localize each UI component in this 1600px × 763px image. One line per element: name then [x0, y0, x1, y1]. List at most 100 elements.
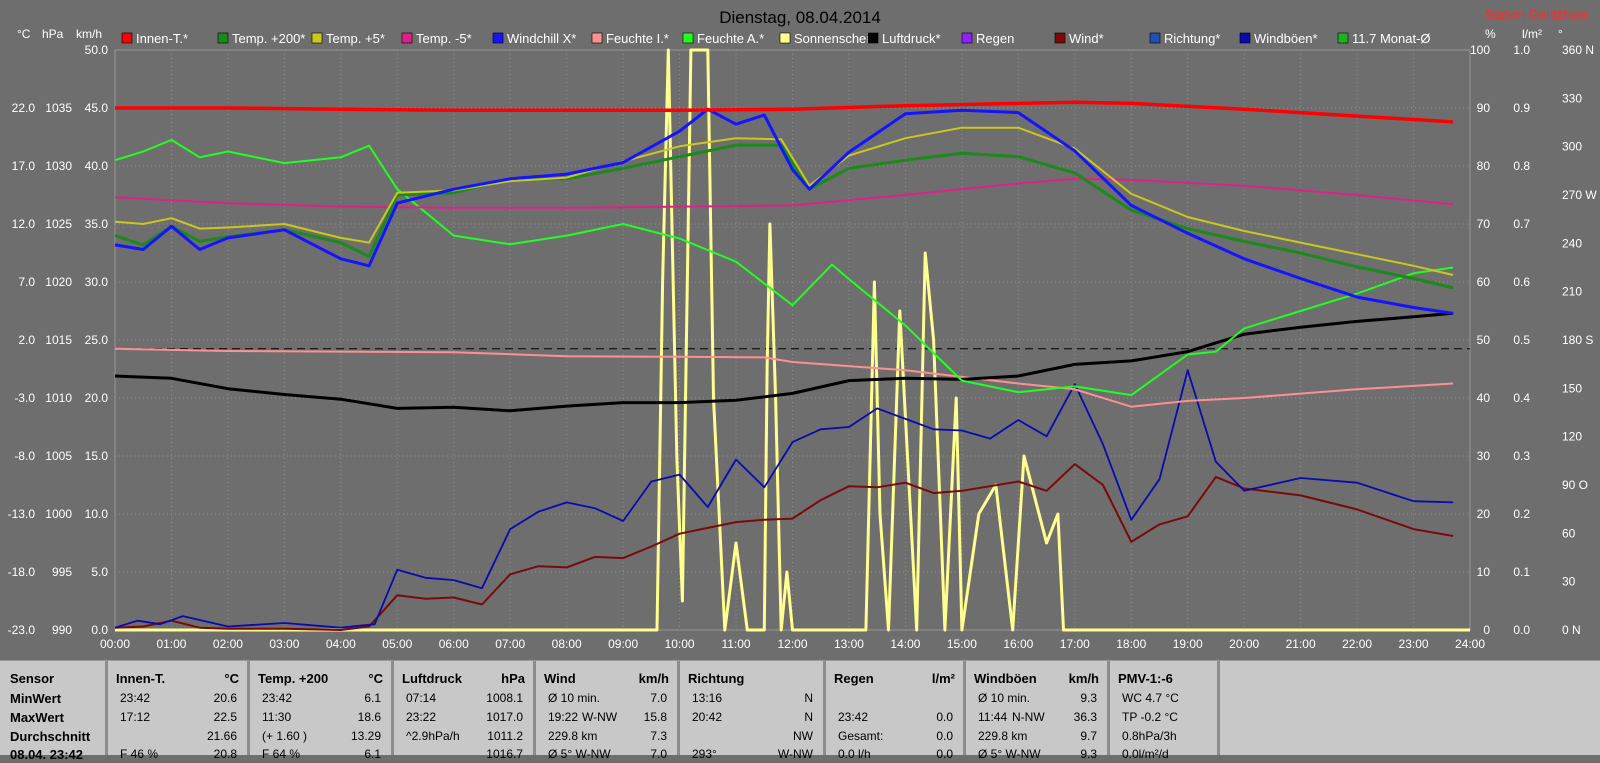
- table-column: Innen-T. °C 23:42 20.6 17:12 22.5 21.66 F 46 % 2…: [108, 661, 250, 761]
- y-tick-direction: 60: [1562, 526, 1576, 540]
- table-row: 19:22 W-NW 15.8: [536, 710, 677, 726]
- y-tick-pressure: 1015: [45, 333, 72, 347]
- table-row: 0.0l/m²/d: [1110, 747, 1217, 763]
- table-cell-value: 22.5: [213, 710, 237, 724]
- table-cell-value: 20.6: [213, 691, 237, 705]
- legend-item: Regen: [961, 31, 1014, 46]
- legend-item: 11.7 Monat-Ø: [1337, 31, 1431, 46]
- table-cell-label: F 46 %: [120, 747, 159, 761]
- legend-label: Sonnenschein: [794, 31, 876, 46]
- table-row: TP -0.2 °C: [1110, 710, 1217, 726]
- x-tick-label: 12:00: [777, 637, 807, 651]
- legend-item: Sonnenschein: [779, 31, 876, 46]
- table-row: NW: [680, 729, 823, 745]
- series-line-luftdruck: [114, 311, 1454, 413]
- y-tick-wind: 20.0: [85, 391, 109, 405]
- y-tick-rain: 0.5: [1513, 333, 1530, 347]
- table-cell-value: W-NW: [777, 747, 813, 761]
- y-tick-temp: 22.0: [12, 101, 36, 115]
- legend-label: Temp. -5*: [416, 31, 472, 46]
- table-cell-direction: N-NW: [1012, 710, 1045, 724]
- table-cell-value: 15.8: [643, 710, 667, 724]
- x-tick-label: 21:00: [1286, 637, 1316, 651]
- y-tick-humidity: 90: [1477, 101, 1491, 115]
- table-column: Windböen km/h Ø 10 min. 9.3 11:44 N-NW 36.3 229…: [966, 661, 1110, 761]
- y-tick-rain: 0.6: [1513, 275, 1530, 289]
- table-cell-value: 9.3: [1080, 691, 1097, 705]
- axes: 00:00 01:00 02:00 03:00 04:00 05:00 06:00 07:00…: [8, 43, 1598, 651]
- x-tick-label: 00:00: [100, 637, 130, 651]
- legend-swatch: [682, 32, 694, 44]
- row-label-min: MinWert: [10, 691, 62, 706]
- table-column-unit: km/h: [1068, 671, 1099, 686]
- table-row: F 46 % 20.8: [108, 747, 247, 763]
- table-column: Temp. +200 °C 23:42 6.1 11:30 18.6 (+ 1.60 ) 13…: [250, 661, 394, 761]
- table-row: Gesamt: 0.0: [826, 729, 963, 745]
- table-column-header: Luftdruck: [402, 671, 462, 686]
- table-column-header: Temp. +200: [258, 671, 329, 686]
- y-tick-wind: 0.0: [91, 623, 108, 637]
- y-tick-direction: 330: [1562, 91, 1582, 105]
- table-cell-label: Ø 5° W-NW: [548, 747, 611, 761]
- table-column-unit: km/h: [638, 671, 669, 686]
- y-tick-rain: 0.4: [1513, 391, 1530, 405]
- table-row: 0.8hPa/3h: [1110, 729, 1217, 745]
- legend-label: Richtung*: [1164, 31, 1220, 46]
- legend-label: Regen: [976, 31, 1014, 46]
- table-cell-label: 229.8 km: [978, 729, 1028, 743]
- y-tick-temp: 12.0: [12, 217, 36, 231]
- y-tick-humidity: 0: [1483, 623, 1490, 637]
- legend-item: Temp. +5*: [311, 31, 385, 46]
- legend-label: Feuchte I.*: [606, 31, 669, 46]
- x-tick-label: 14:00: [890, 637, 920, 651]
- row-label-sensor: Sensor: [10, 671, 55, 686]
- table-row: 21.66: [108, 729, 247, 745]
- unit-pressure: hPa: [42, 27, 64, 41]
- y-tick-direction: 240: [1562, 236, 1582, 250]
- series-line-feuchte-a: [114, 138, 1454, 397]
- table-cell-value: 1016.7: [486, 747, 523, 761]
- table-cell-label: (+ 1.60 ): [262, 729, 308, 743]
- y-tick-direction: 300: [1562, 140, 1582, 154]
- table-row: Ø 10 min. 7.0: [536, 691, 677, 707]
- summary-table: Sensor MinWert MaxWert Durchschnitt 08.0…: [0, 660, 1600, 762]
- table-column-header: Richtung: [688, 671, 745, 686]
- table-cell-value: 0.0: [936, 729, 953, 743]
- table-cell-label: 0.0 l/h: [838, 747, 871, 761]
- legend: Innen-T.* Temp. +200* Temp. +5* Temp. -5* Wi…: [121, 31, 1431, 46]
- table-column: Richtung 13:16 N 20:42 N NW 293° W-NW: [680, 661, 826, 761]
- table-column: Wind km/h Ø 10 min. 7.0 19:22 W-NW 15.8 229.8 k…: [536, 661, 680, 761]
- table-row: Ø 10 min. 9.3: [966, 691, 1107, 707]
- table-cell-label: Ø 10 min.: [548, 691, 601, 705]
- y-tick-pressure: 1030: [45, 159, 72, 173]
- station-name: Station Göritzhain: [1485, 7, 1588, 22]
- series-line-feuchte-i: [114, 347, 1454, 408]
- unit-direction: °: [1558, 27, 1563, 41]
- y-tick-rain: 0.1: [1513, 565, 1530, 579]
- legend-label: Luftdruck*: [882, 31, 941, 46]
- y-tick-rain: 0.7: [1513, 217, 1530, 231]
- table-row: 229.8 km 9.7: [966, 729, 1107, 745]
- x-tick-label: 07:00: [495, 637, 525, 651]
- chart-title: Dienstag, 08.04.2014: [719, 8, 881, 27]
- table-cell-label: 23:42: [120, 691, 151, 705]
- table-cell-value: 1008.1: [486, 691, 523, 705]
- y-tick-temp: 17.0: [12, 159, 36, 173]
- y-tick-humidity: 60: [1477, 275, 1491, 289]
- table-cell-label: 20:42: [692, 710, 723, 724]
- x-tick-label: 06:00: [439, 637, 469, 651]
- y-tick-pressure: 1000: [45, 507, 72, 521]
- table-row: 23:42 0.0: [826, 710, 963, 726]
- series-line-wind: [114, 463, 1454, 631]
- table-column-header: Windböen: [974, 671, 1037, 686]
- table-cell-label: 13:16: [692, 691, 723, 705]
- y-tick-rain: 1.0: [1513, 43, 1530, 57]
- table-row: 23:42 20.6: [108, 691, 247, 707]
- table-cell-value: 1011.2: [487, 729, 523, 743]
- table-cell-value: 9.3: [1080, 747, 1097, 761]
- table-cell-label: 11:44: [978, 710, 1008, 724]
- table-cell-value: 20.8: [213, 747, 237, 761]
- x-tick-label: 24:00: [1455, 637, 1485, 651]
- legend-item: Feuchte I.*: [591, 31, 669, 46]
- legend-swatch: [311, 32, 323, 44]
